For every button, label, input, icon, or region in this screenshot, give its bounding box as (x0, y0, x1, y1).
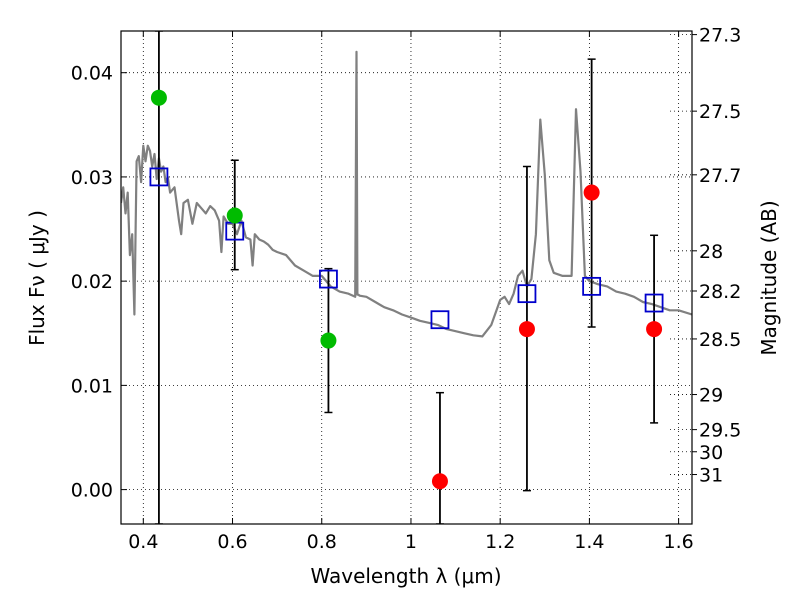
green-data-point (320, 332, 337, 349)
y-tick-label: 0.04 (71, 63, 113, 85)
model-spectrum-line (121, 50, 692, 338)
magnitude-tick-label: 29 (699, 385, 723, 407)
magnitude-axis-label: Magnitude (AB) (757, 200, 781, 355)
x-axis-label: Wavelength λ (μm) (310, 564, 501, 588)
upper-limit-points (431, 184, 663, 490)
magnitude-tick-label: 28 (699, 241, 723, 263)
magnitude-tick-label: 29.5 (699, 420, 741, 442)
y-tick-label: 0.01 (71, 375, 113, 397)
plot-area (121, 31, 692, 524)
magnitude-tick-label: 27.5 (699, 101, 741, 123)
x-tick-label: 0.4 (128, 531, 158, 553)
red-data-point (518, 321, 535, 338)
model-square-marker (149, 167, 169, 187)
magnitude-tick-label: 28.5 (699, 329, 741, 351)
magnitude-tick-label: 31 (699, 465, 723, 487)
x-tick-label: 1.4 (574, 531, 604, 553)
y-tick-label: 0.00 (71, 480, 113, 502)
model-square-marker (582, 276, 602, 296)
magnitude-tick-label: 27.3 (699, 25, 741, 47)
model-square-marker (430, 310, 450, 330)
model-photometry-squares (149, 167, 664, 330)
y-tick-label: 0.02 (71, 271, 113, 293)
detected-points (150, 89, 337, 349)
x-tick-label: 0.8 (307, 531, 337, 553)
y-axis-ticks: 0.00 0.01 0.02 0.03 0.04 (71, 63, 127, 502)
red-data-point (431, 473, 448, 490)
x-tick-label: 0.6 (217, 531, 247, 553)
x-axis-ticks: 0.4 0.6 0.8 1 1.2 1.4 1.6 (128, 31, 694, 553)
magnitude-tick-label: 28.2 (699, 281, 741, 303)
y-axis-label: Flux Fν ( μJy ) (25, 210, 49, 346)
x-tick-label: 1.6 (664, 531, 694, 553)
model-square-marker (644, 293, 664, 313)
y-tick-label: 0.03 (71, 167, 113, 189)
magnitude-tick-label: 27.7 (699, 165, 741, 187)
x-tick-label: 1 (405, 531, 417, 553)
red-data-point (646, 321, 663, 338)
red-data-point (583, 184, 600, 201)
green-data-point (150, 89, 167, 106)
magnitude-tick-label: 30 (699, 442, 723, 464)
model-square-marker (319, 269, 338, 289)
plot-frame (120, 30, 693, 525)
model-square-marker (517, 284, 537, 304)
x-tick-label: 1.2 (485, 531, 515, 553)
green-data-point (226, 207, 243, 224)
